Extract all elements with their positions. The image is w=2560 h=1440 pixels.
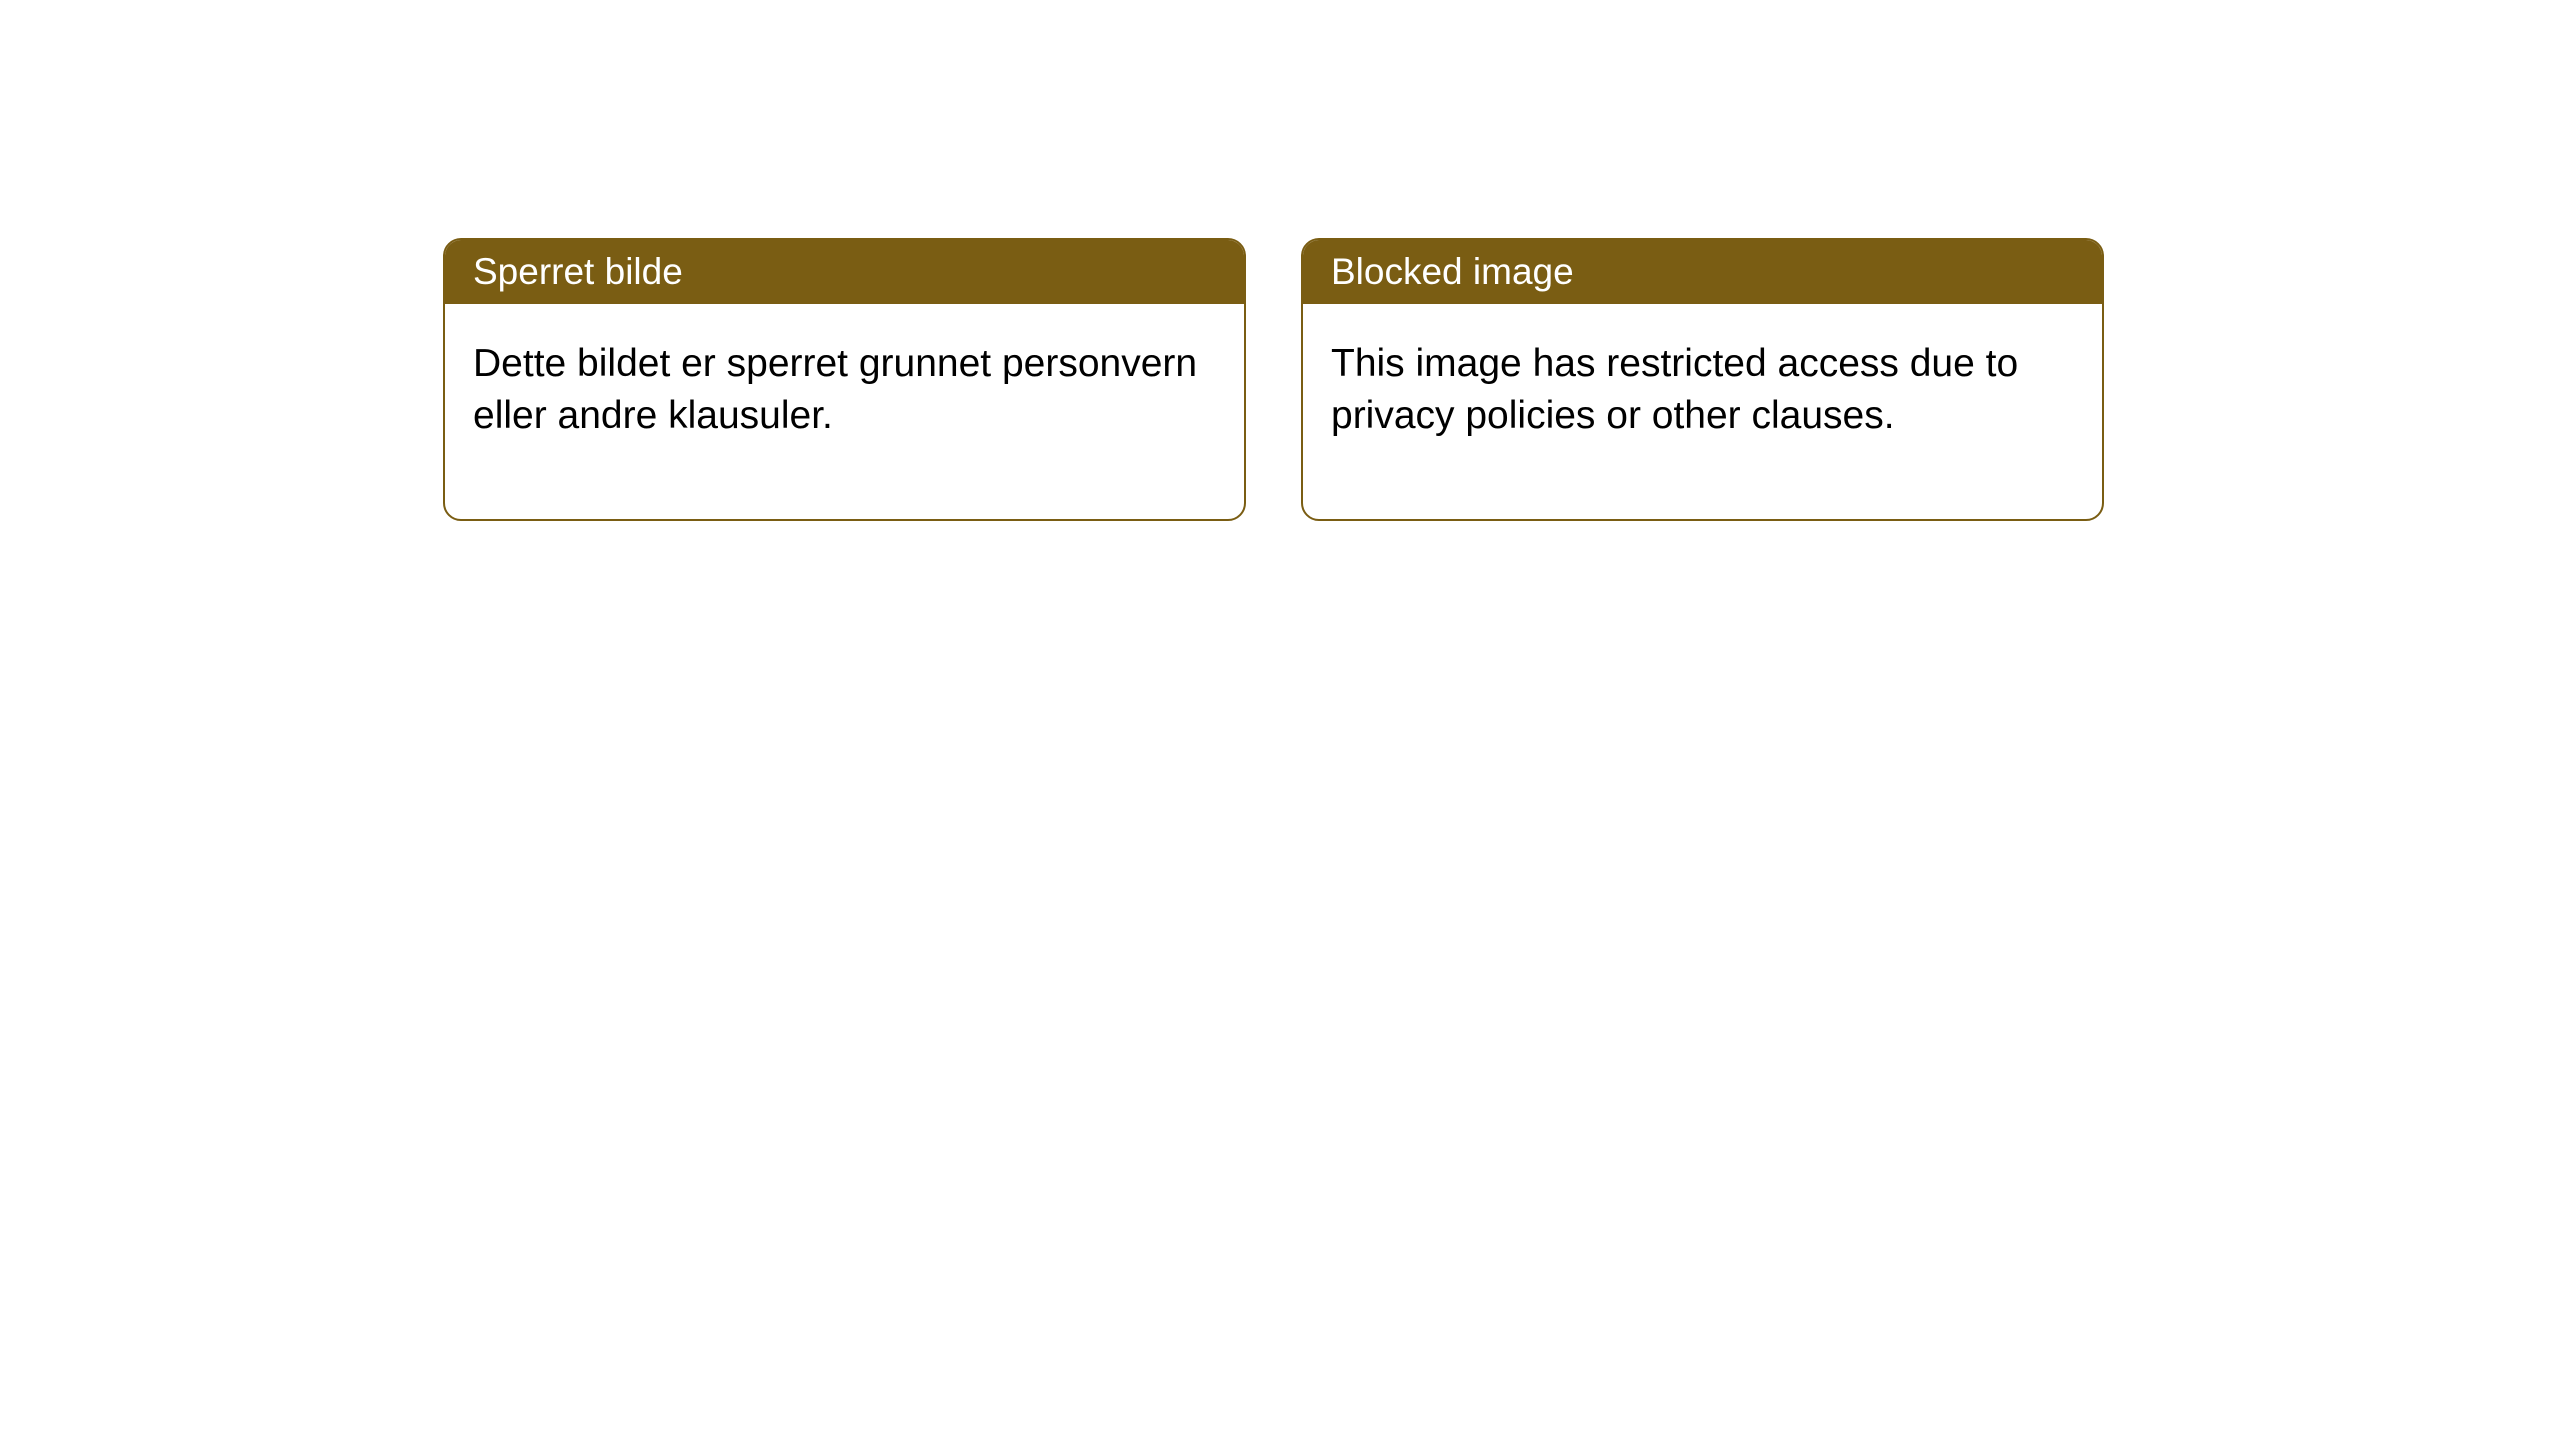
card-body-text: This image has restricted access due to … [1331, 342, 2018, 437]
card-title: Sperret bilde [473, 251, 683, 292]
blocked-image-card-norwegian: Sperret bilde Dette bildet er sperret gr… [443, 238, 1246, 521]
notice-cards-container: Sperret bilde Dette bildet er sperret gr… [0, 0, 2560, 521]
card-header-english: Blocked image [1303, 240, 2102, 304]
card-header-norwegian: Sperret bilde [445, 240, 1244, 304]
card-title: Blocked image [1331, 251, 1574, 292]
card-body-norwegian: Dette bildet er sperret grunnet personve… [445, 304, 1244, 519]
card-body-text: Dette bildet er sperret grunnet personve… [473, 342, 1197, 437]
blocked-image-card-english: Blocked image This image has restricted … [1301, 238, 2104, 521]
card-body-english: This image has restricted access due to … [1303, 304, 2102, 519]
